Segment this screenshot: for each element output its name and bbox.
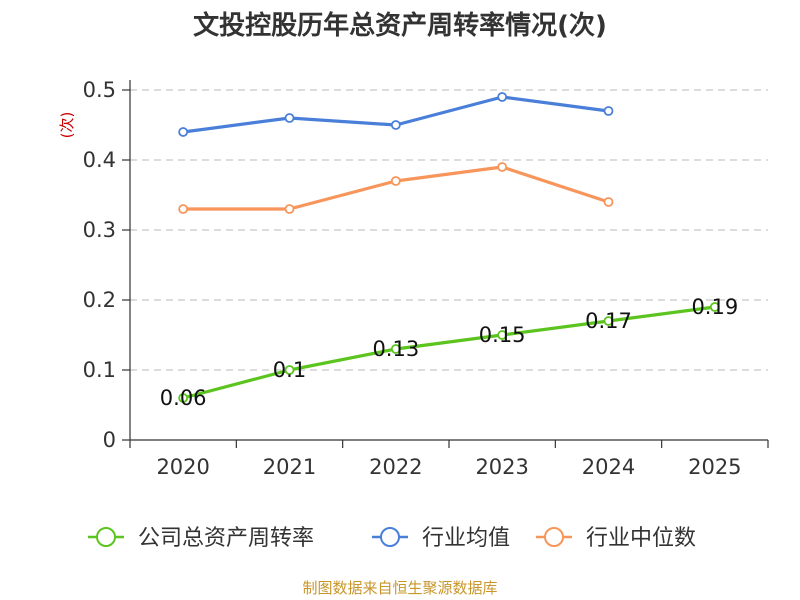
axes: 0 0.1 0.2 0.3 0.4 0.5 2020 2021 2022 2023 2024 2025 (83, 78, 769, 479)
data-label-5: 0.19 (691, 295, 738, 319)
y-tick-label: 0.1 (83, 358, 116, 382)
data-point-0-4[interactable] (603, 316, 614, 326)
x-tick-label: 2022 (369, 455, 422, 479)
x-tick-label: 2025 (688, 455, 741, 479)
x-tick-label: 2020 (156, 455, 209, 479)
data-labels: 0.06 0.1 0.13 0.15 0.17 0.19 (160, 295, 738, 410)
data-point-1-4[interactable] (603, 106, 614, 116)
legend-item-0[interactable]: 公司总资产周转率 (88, 526, 314, 551)
data-point-0-2[interactable] (390, 344, 401, 354)
x-tick-label: 2021 (263, 455, 316, 479)
data-label-2: 0.13 (372, 337, 419, 361)
data-point-1-1[interactable] (284, 113, 295, 123)
data-point-2-1[interactable] (284, 204, 295, 214)
legend-label: 行业均值 (422, 526, 510, 551)
data-point-2-0[interactable] (178, 204, 189, 214)
data-point-2-2[interactable] (390, 176, 401, 186)
legend-marker (544, 527, 564, 547)
series-line-0 (182, 305, 716, 400)
legend-item-2[interactable]: 行业中位数 (536, 526, 696, 551)
y-tick-label: 0 (103, 428, 116, 452)
legend-item-1[interactable]: 行业均值 (372, 526, 510, 551)
y-tick-label: 0.2 (83, 288, 116, 312)
data-point-1-3[interactable] (497, 92, 508, 102)
data-point-0-1[interactable] (284, 365, 295, 375)
data-label-3: 0.15 (479, 323, 526, 347)
data-point-0-5[interactable] (709, 302, 720, 312)
y-axis-label: (次) (58, 112, 76, 139)
x-tick-label: 2023 (475, 455, 528, 479)
x-tick-label: 2024 (582, 455, 635, 479)
data-point-2-3[interactable] (497, 162, 508, 172)
legend-marker (380, 527, 400, 547)
legend-marker (96, 527, 116, 547)
y-tick-label: 0.3 (83, 218, 116, 242)
data-label-1: 0.1 (273, 358, 306, 382)
legend-label: 行业中位数 (586, 526, 696, 551)
chart-title: 文投控股历年总资产周转率情况(次) (193, 10, 607, 41)
source-note: 制图数据来自恒生聚源数据库 (302, 579, 497, 597)
y-tick-label: 0.5 (83, 78, 116, 102)
data-label-4: 0.17 (585, 309, 632, 333)
data-point-0-0[interactable] (178, 393, 189, 403)
data-label-0: 0.06 (160, 386, 207, 410)
series-line-2 (183, 165, 610, 211)
series (178, 92, 720, 403)
legend: 公司总资产周转率 行业均值 行业中位数 (88, 526, 696, 551)
data-point-2-4[interactable] (603, 197, 614, 207)
grid (130, 89, 768, 371)
y-tick-label: 0.4 (83, 148, 116, 172)
legend-label: 公司总资产周转率 (138, 526, 314, 551)
data-point-1-2[interactable] (390, 120, 401, 130)
data-point-1-0[interactable] (178, 127, 189, 137)
data-point-0-3[interactable] (497, 330, 508, 340)
